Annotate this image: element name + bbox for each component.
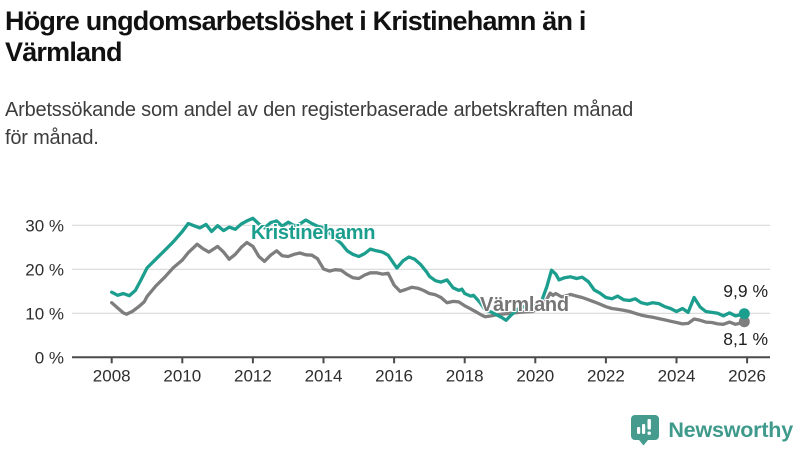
series-end-dot-värmland — [738, 316, 750, 328]
newsworthy-logo-icon — [631, 415, 660, 446]
y-tick-label: 30 % — [25, 216, 64, 235]
end-value-label-varmland: 8,1 % — [723, 329, 768, 349]
series-line-värmland — [110, 240, 746, 326]
series-label-varmland: Värmland — [480, 294, 569, 316]
y-tick-label: 20 % — [25, 260, 64, 279]
x-tick-label: 2026 — [728, 366, 766, 385]
newsworthy-logo-text: Newsworthy — [668, 417, 793, 442]
subtitle-line-2: för månad. — [5, 127, 99, 149]
x-tick-label: 2016 — [375, 366, 413, 385]
x-tick-label: 2012 — [234, 366, 272, 385]
newsworthy-logo[interactable]: Newsworthy — [630, 414, 793, 446]
title-line-1: Högre ungdomsarbetslöshet i Kristinehamn… — [5, 6, 586, 36]
x-tick-label: 2024 — [658, 366, 696, 385]
y-tick-label: 10 % — [25, 304, 64, 323]
x-tick-label: 2020 — [516, 366, 554, 385]
page-title: Högre ungdomsarbetslöshet i Kristinehamn… — [5, 6, 586, 68]
end-value-label-kristinehamn: 9,9 % — [723, 281, 768, 301]
series-end-dot-kristinehamn — [738, 308, 750, 320]
series-line-kristinehamn — [110, 216, 746, 322]
x-tick-label: 2018 — [446, 366, 484, 385]
series-label-kristinehamn: Kristinehamn — [251, 222, 376, 244]
subtitle-line-1: Arbetssökande som andel av den registerb… — [5, 99, 634, 121]
chart-subtitle: Arbetssökande som andel av den registerb… — [5, 96, 633, 152]
title-line-2: Värmland — [5, 37, 122, 67]
x-tick-label: 2014 — [305, 366, 343, 385]
x-tick-label: 2008 — [93, 366, 131, 385]
x-tick-label: 2022 — [587, 366, 625, 385]
x-tick-label: 2010 — [163, 366, 201, 385]
y-tick-label: 0 % — [35, 348, 64, 367]
